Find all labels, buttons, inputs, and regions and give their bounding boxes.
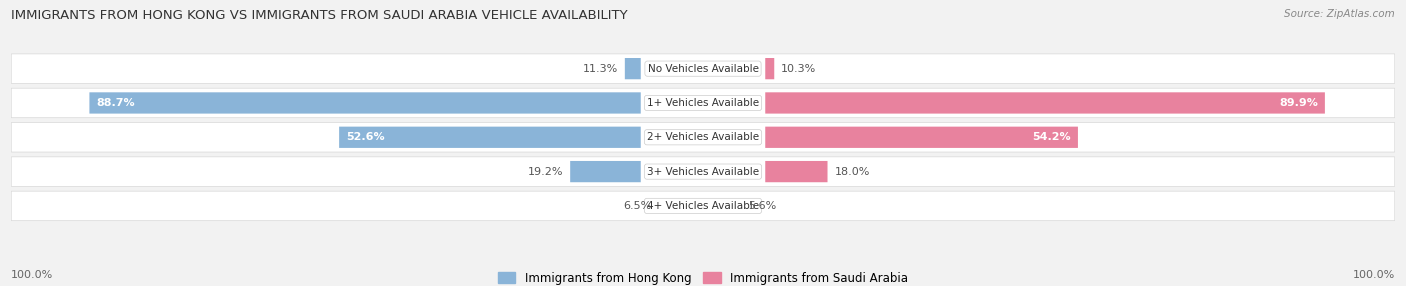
Text: 5.6%: 5.6%: [748, 201, 778, 211]
Text: 18.0%: 18.0%: [834, 167, 870, 176]
Text: 2+ Vehicles Available: 2+ Vehicles Available: [647, 132, 759, 142]
Text: 54.2%: 54.2%: [1032, 132, 1071, 142]
Text: 3+ Vehicles Available: 3+ Vehicles Available: [647, 167, 759, 176]
FancyBboxPatch shape: [11, 122, 1395, 152]
Text: 100.0%: 100.0%: [1353, 270, 1395, 280]
Text: 10.3%: 10.3%: [782, 64, 817, 74]
FancyBboxPatch shape: [11, 88, 1395, 118]
FancyBboxPatch shape: [11, 191, 1395, 221]
FancyBboxPatch shape: [765, 127, 1078, 148]
Text: 88.7%: 88.7%: [97, 98, 135, 108]
Text: 6.5%: 6.5%: [623, 201, 651, 211]
FancyBboxPatch shape: [765, 161, 828, 182]
FancyBboxPatch shape: [11, 54, 1395, 84]
Text: Source: ZipAtlas.com: Source: ZipAtlas.com: [1284, 9, 1395, 19]
Text: 4+ Vehicles Available: 4+ Vehicles Available: [647, 201, 759, 211]
Legend: Immigrants from Hong Kong, Immigrants from Saudi Arabia: Immigrants from Hong Kong, Immigrants fr…: [494, 267, 912, 286]
FancyBboxPatch shape: [624, 58, 641, 79]
Text: 11.3%: 11.3%: [582, 64, 617, 74]
Text: No Vehicles Available: No Vehicles Available: [648, 64, 758, 74]
Text: IMMIGRANTS FROM HONG KONG VS IMMIGRANTS FROM SAUDI ARABIA VEHICLE AVAILABILITY: IMMIGRANTS FROM HONG KONG VS IMMIGRANTS …: [11, 9, 628, 21]
FancyBboxPatch shape: [339, 127, 641, 148]
Text: 100.0%: 100.0%: [11, 270, 53, 280]
FancyBboxPatch shape: [571, 161, 641, 182]
Text: 89.9%: 89.9%: [1279, 98, 1317, 108]
Text: 1+ Vehicles Available: 1+ Vehicles Available: [647, 98, 759, 108]
Text: 19.2%: 19.2%: [527, 167, 564, 176]
FancyBboxPatch shape: [765, 92, 1324, 114]
FancyBboxPatch shape: [11, 157, 1395, 186]
FancyBboxPatch shape: [90, 92, 641, 114]
Text: 52.6%: 52.6%: [346, 132, 385, 142]
FancyBboxPatch shape: [765, 58, 775, 79]
